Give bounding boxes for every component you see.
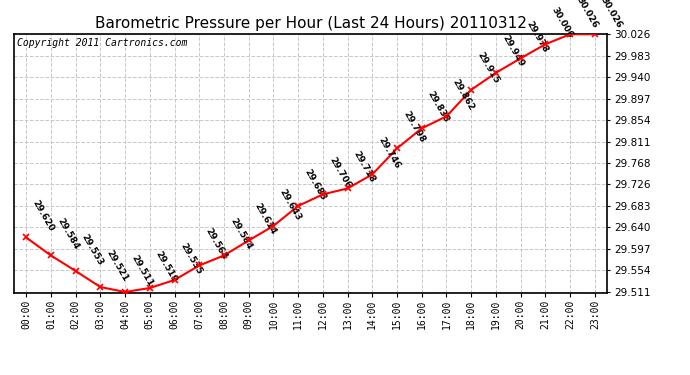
Text: 30.006: 30.006 [549,6,575,40]
Text: 29.584: 29.584 [55,217,80,251]
Text: 30.026: 30.026 [574,0,599,30]
Text: 29.798: 29.798 [401,110,426,144]
Text: 29.584: 29.584 [228,217,253,251]
Text: 29.643: 29.643 [277,187,303,222]
Text: 29.511: 29.511 [129,253,155,288]
Text: 29.718: 29.718 [352,150,377,184]
Text: 29.683: 29.683 [302,167,328,202]
Text: 29.620: 29.620 [30,199,55,233]
Text: 29.614: 29.614 [253,202,278,236]
Text: 29.915: 29.915 [475,51,501,86]
Text: 29.949: 29.949 [500,34,526,69]
Text: 29.978: 29.978 [525,19,550,54]
Text: 29.838: 29.838 [426,90,451,124]
Text: 29.521: 29.521 [104,248,130,283]
Text: 29.535: 29.535 [179,241,204,276]
Text: 30.026: 30.026 [599,0,624,30]
Text: 29.746: 29.746 [377,135,402,170]
Title: Barometric Pressure per Hour (Last 24 Hours) 20110312: Barometric Pressure per Hour (Last 24 Ho… [95,16,526,31]
Text: Copyright 2011 Cartronics.com: Copyright 2011 Cartronics.com [17,38,187,48]
Text: 29.519: 29.519 [154,249,179,284]
Text: 29.553: 29.553 [80,232,105,267]
Text: 29.564: 29.564 [204,226,228,261]
Text: 29.862: 29.862 [451,78,476,112]
Text: 29.706: 29.706 [327,156,352,190]
